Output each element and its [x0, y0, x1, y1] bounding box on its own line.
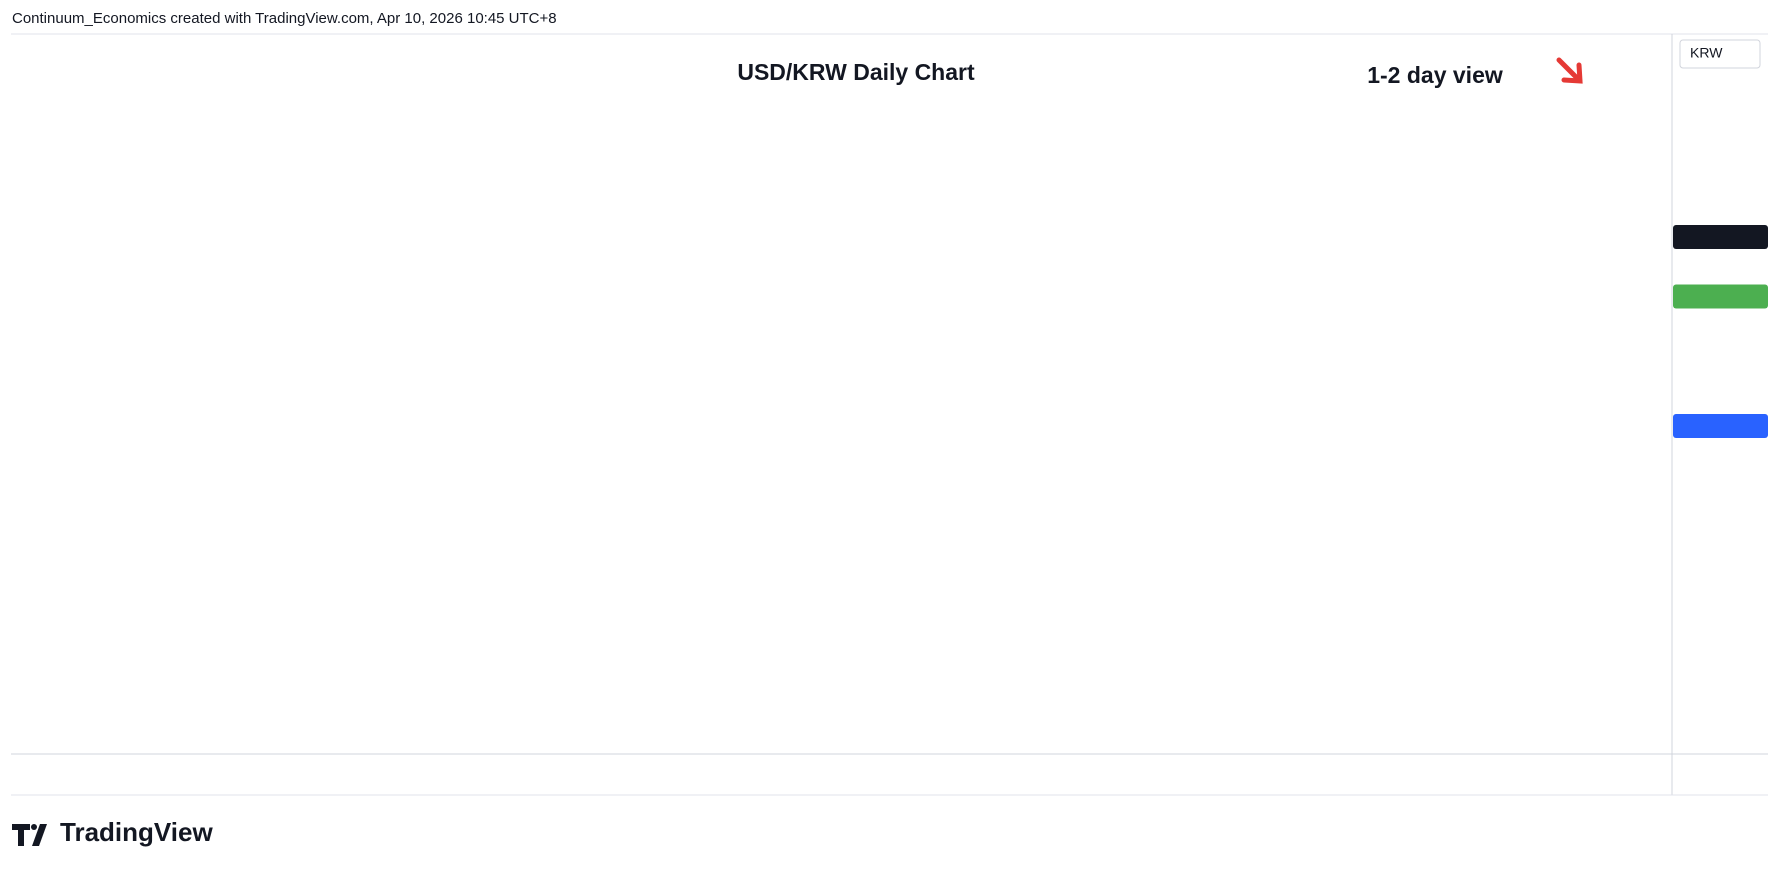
- currency: KRW: [1690, 45, 1723, 61]
- currency-box: [1679, 39, 1761, 69]
- price-tag: [1673, 413, 1768, 438]
- chart-title: USD/KRW Daily Chart: [737, 59, 975, 85]
- header: Continuum_Economics created with Trading…: [12, 10, 557, 27]
- price-tag: [1673, 225, 1768, 250]
- price-tag: [1673, 284, 1768, 309]
- view-note: 1-2 day view: [1367, 62, 1503, 88]
- down-arrow: [1556, 57, 1583, 84]
- brand-logo: [12, 824, 47, 846]
- brand: TradingView: [60, 817, 213, 847]
